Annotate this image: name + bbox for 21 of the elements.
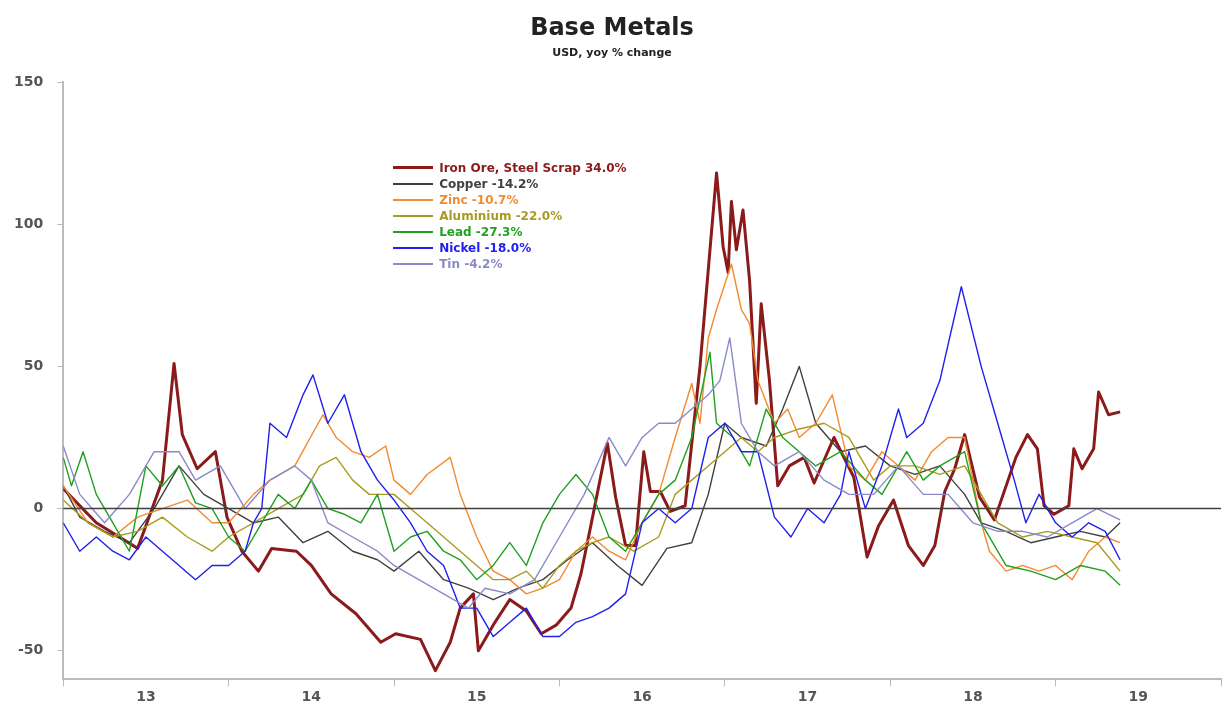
y-tick-label: 50 <box>23 357 44 374</box>
legend-label: Aluminium -22.0% <box>439 207 563 224</box>
x-tick-label: 19 <box>1128 688 1149 705</box>
legend-label: Lead -27.3% <box>439 223 523 240</box>
y-tick-label: 100 <box>13 214 44 231</box>
chart-subtitle: USD, yoy % change <box>552 46 672 60</box>
y-tick-label: -50 <box>17 641 44 658</box>
chart-title: Base Metals <box>530 12 694 41</box>
legend-label: Nickel -18.0% <box>439 239 532 256</box>
y-tick-label: 150 <box>13 72 44 89</box>
y-tick-label: 0 <box>33 499 44 516</box>
x-tick-label: 16 <box>632 688 652 705</box>
legend-label: Tin -4.2% <box>439 255 503 272</box>
x-tick-label: 18 <box>963 688 983 705</box>
x-tick-label: 13 <box>136 688 156 705</box>
legend-label: Iron Ore, Steel Scrap 34.0% <box>439 159 627 176</box>
x-tick-label: 14 <box>301 688 322 705</box>
legend-label: Zinc -10.7% <box>439 191 519 208</box>
legend-label: Copper -14.2% <box>439 175 539 192</box>
x-tick-label: 15 <box>466 688 487 705</box>
x-tick-label: 17 <box>797 688 818 705</box>
